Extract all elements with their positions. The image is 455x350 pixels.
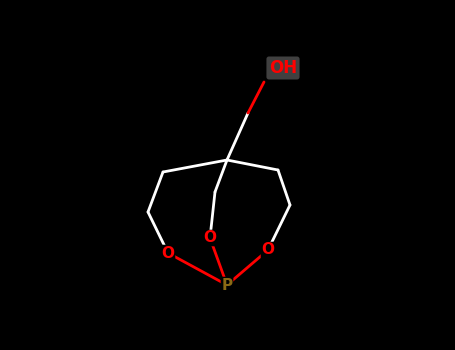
Text: P: P bbox=[222, 278, 233, 293]
Text: OH: OH bbox=[269, 59, 297, 77]
Text: O: O bbox=[203, 231, 217, 245]
Text: O: O bbox=[262, 243, 274, 258]
Text: O: O bbox=[162, 245, 175, 260]
